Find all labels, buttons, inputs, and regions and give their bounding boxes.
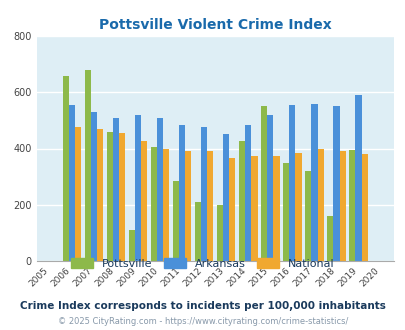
Bar	[326, 216, 333, 261]
Bar	[91, 112, 97, 261]
Bar	[251, 155, 257, 261]
Bar	[305, 171, 311, 261]
Bar	[119, 133, 125, 261]
Bar	[216, 205, 223, 261]
Bar	[223, 135, 229, 261]
Bar	[62, 76, 68, 261]
Bar	[282, 163, 289, 261]
Bar	[157, 118, 163, 261]
Bar	[317, 148, 323, 261]
Bar	[207, 151, 213, 261]
Bar	[97, 129, 103, 261]
Bar	[260, 106, 266, 261]
Bar	[333, 106, 339, 261]
Bar	[107, 132, 113, 261]
Text: © 2025 CityRating.com - https://www.cityrating.com/crime-statistics/: © 2025 CityRating.com - https://www.city…	[58, 317, 347, 326]
Bar	[84, 70, 91, 261]
Bar	[128, 230, 134, 261]
Bar	[200, 127, 207, 261]
Bar	[185, 151, 191, 261]
Bar	[239, 142, 245, 261]
Bar	[245, 125, 251, 261]
Bar	[348, 150, 354, 261]
Bar	[179, 125, 185, 261]
Bar	[229, 158, 235, 261]
Bar	[273, 155, 279, 261]
Bar	[295, 153, 301, 261]
Bar	[289, 105, 295, 261]
Text: Crime Index corresponds to incidents per 100,000 inhabitants: Crime Index corresponds to incidents per…	[20, 301, 385, 311]
Bar	[361, 154, 367, 261]
Bar	[134, 115, 141, 261]
Bar	[150, 147, 157, 261]
Bar	[173, 181, 179, 261]
Bar	[311, 104, 317, 261]
Bar	[163, 148, 169, 261]
Bar	[113, 118, 119, 261]
Bar	[68, 105, 75, 261]
Bar	[339, 151, 345, 261]
Title: Pottsville Violent Crime Index: Pottsville Violent Crime Index	[98, 18, 331, 32]
Legend: Pottsville, Arkansas, National: Pottsville, Arkansas, National	[66, 253, 339, 273]
Bar	[194, 202, 200, 261]
Bar	[75, 127, 81, 261]
Bar	[266, 115, 273, 261]
Bar	[354, 95, 361, 261]
Bar	[141, 142, 147, 261]
